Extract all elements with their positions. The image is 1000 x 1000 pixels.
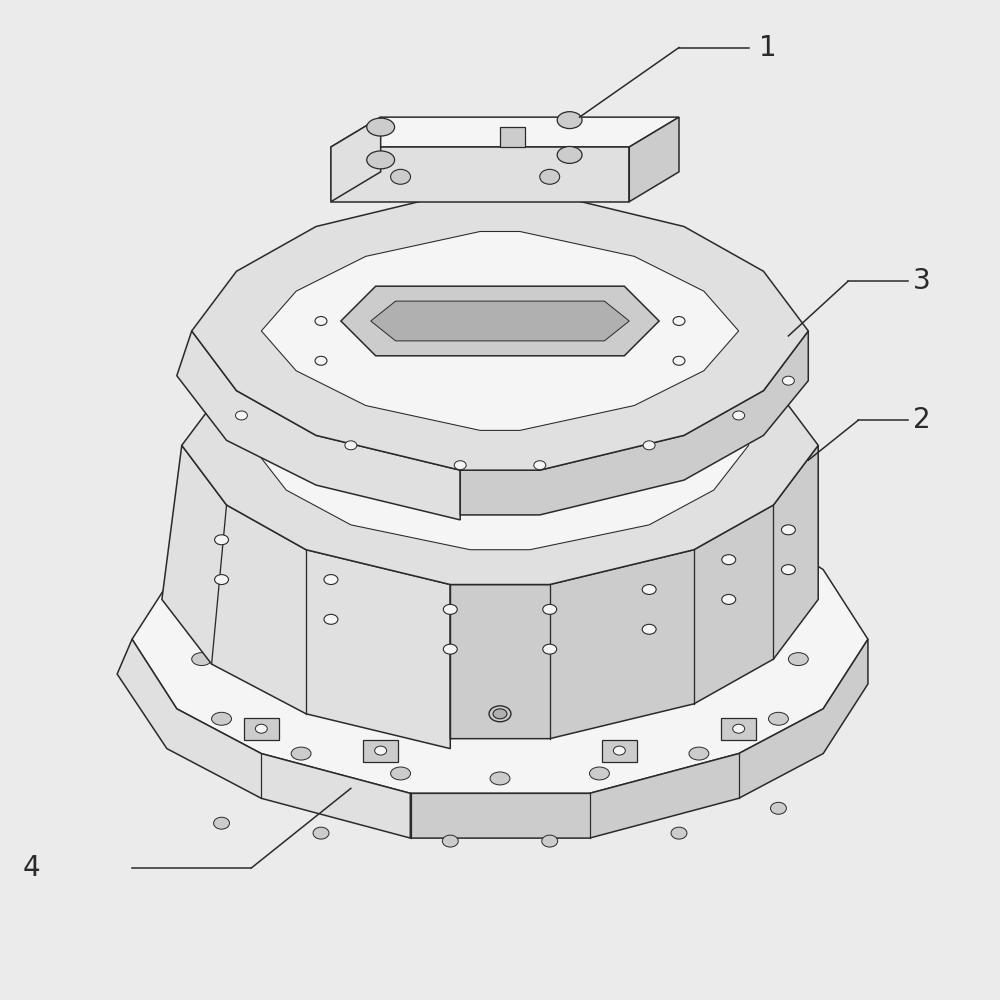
Ellipse shape xyxy=(375,746,387,755)
Ellipse shape xyxy=(345,441,357,450)
Polygon shape xyxy=(261,232,739,430)
Ellipse shape xyxy=(534,461,546,470)
Polygon shape xyxy=(331,147,629,202)
Polygon shape xyxy=(411,639,868,838)
Ellipse shape xyxy=(324,614,338,624)
Polygon shape xyxy=(192,192,808,470)
Ellipse shape xyxy=(673,317,685,325)
Ellipse shape xyxy=(540,692,560,705)
Ellipse shape xyxy=(440,553,460,566)
Ellipse shape xyxy=(540,169,560,184)
Ellipse shape xyxy=(315,356,327,365)
Ellipse shape xyxy=(215,575,229,585)
Polygon shape xyxy=(331,117,679,147)
Ellipse shape xyxy=(781,525,795,535)
Text: 1: 1 xyxy=(759,34,776,62)
Ellipse shape xyxy=(669,663,689,676)
Polygon shape xyxy=(721,718,756,740)
Ellipse shape xyxy=(722,594,736,604)
Ellipse shape xyxy=(490,484,510,497)
Polygon shape xyxy=(117,639,411,838)
Polygon shape xyxy=(371,301,629,341)
Ellipse shape xyxy=(214,817,230,829)
Ellipse shape xyxy=(255,724,267,733)
Ellipse shape xyxy=(540,553,560,566)
Ellipse shape xyxy=(313,827,329,839)
Ellipse shape xyxy=(733,411,745,420)
Ellipse shape xyxy=(642,624,656,634)
Polygon shape xyxy=(251,341,749,550)
Ellipse shape xyxy=(782,376,794,385)
Ellipse shape xyxy=(391,767,411,780)
Ellipse shape xyxy=(442,835,458,847)
Polygon shape xyxy=(460,331,808,515)
Ellipse shape xyxy=(215,535,229,545)
Ellipse shape xyxy=(642,585,656,594)
Ellipse shape xyxy=(542,835,558,847)
Ellipse shape xyxy=(454,461,466,470)
Ellipse shape xyxy=(722,555,736,565)
Ellipse shape xyxy=(689,747,709,760)
Ellipse shape xyxy=(770,802,786,814)
Ellipse shape xyxy=(673,356,685,365)
Ellipse shape xyxy=(788,653,808,666)
Text: 3: 3 xyxy=(913,267,930,295)
Ellipse shape xyxy=(315,317,327,325)
Polygon shape xyxy=(182,306,818,585)
Ellipse shape xyxy=(391,169,411,184)
Ellipse shape xyxy=(769,712,788,725)
Ellipse shape xyxy=(490,608,510,621)
Ellipse shape xyxy=(557,112,582,129)
Ellipse shape xyxy=(733,724,745,733)
Polygon shape xyxy=(162,445,450,749)
Text: 2: 2 xyxy=(913,406,930,434)
Ellipse shape xyxy=(489,706,511,722)
Polygon shape xyxy=(450,445,818,739)
Ellipse shape xyxy=(411,623,430,636)
Ellipse shape xyxy=(739,583,759,596)
Ellipse shape xyxy=(367,151,395,169)
Polygon shape xyxy=(177,331,460,520)
Ellipse shape xyxy=(490,772,510,785)
Ellipse shape xyxy=(291,528,311,541)
Ellipse shape xyxy=(781,565,795,575)
Polygon shape xyxy=(363,740,398,762)
Polygon shape xyxy=(602,740,637,762)
Ellipse shape xyxy=(590,767,609,780)
Polygon shape xyxy=(244,718,279,740)
Ellipse shape xyxy=(311,663,331,676)
Polygon shape xyxy=(331,117,381,202)
Polygon shape xyxy=(500,127,525,147)
Ellipse shape xyxy=(557,146,582,163)
Ellipse shape xyxy=(609,499,629,511)
Ellipse shape xyxy=(543,604,557,614)
Ellipse shape xyxy=(671,827,687,839)
Ellipse shape xyxy=(324,575,338,585)
Ellipse shape xyxy=(570,623,590,636)
Ellipse shape xyxy=(440,692,460,705)
Polygon shape xyxy=(341,286,659,356)
Ellipse shape xyxy=(235,411,247,420)
Ellipse shape xyxy=(241,583,261,596)
Ellipse shape xyxy=(613,746,625,755)
Ellipse shape xyxy=(543,644,557,654)
Ellipse shape xyxy=(367,118,395,136)
Ellipse shape xyxy=(443,604,457,614)
Ellipse shape xyxy=(291,747,311,760)
Polygon shape xyxy=(629,117,679,202)
Ellipse shape xyxy=(643,441,655,450)
Ellipse shape xyxy=(371,499,391,511)
Ellipse shape xyxy=(192,653,212,666)
Polygon shape xyxy=(132,475,868,793)
Ellipse shape xyxy=(493,709,507,719)
Ellipse shape xyxy=(212,712,232,725)
Ellipse shape xyxy=(689,528,709,541)
Ellipse shape xyxy=(443,644,457,654)
Text: 4: 4 xyxy=(23,854,40,882)
